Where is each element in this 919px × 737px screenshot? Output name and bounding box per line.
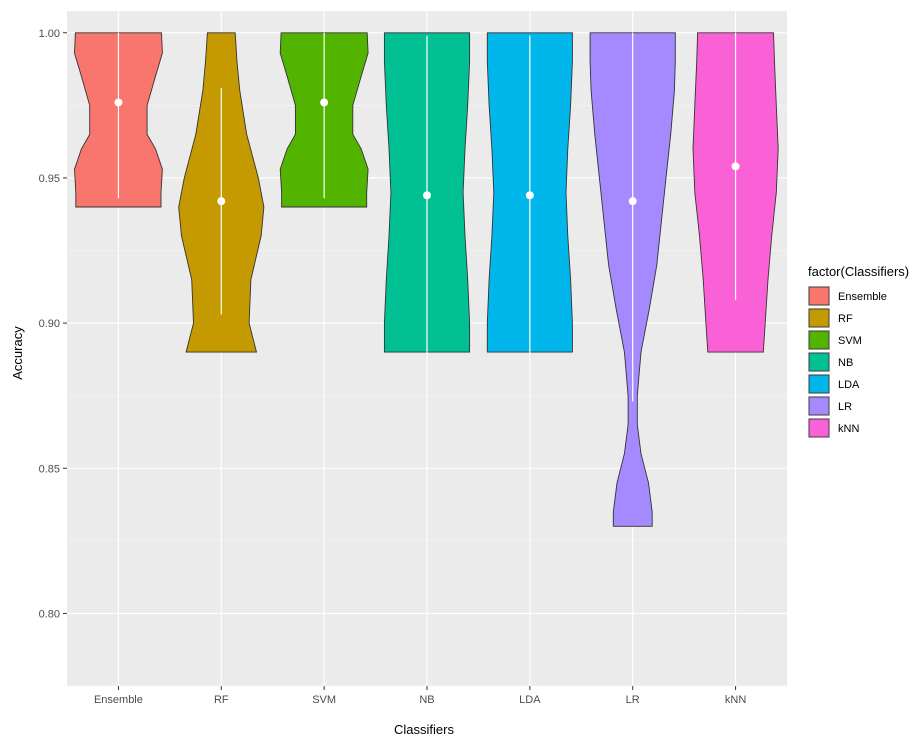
legend-label: SVM: [838, 335, 862, 347]
mean-point-svm: [320, 98, 329, 107]
y-tick-label: 0.80: [39, 608, 60, 620]
x-tick-label: LDA: [519, 694, 541, 706]
legend-swatch-nb: [808, 352, 830, 372]
legend-label: RF: [838, 313, 853, 325]
x-axis-title: Classifiers: [394, 722, 454, 737]
mean-point-ensemble: [114, 98, 123, 107]
x-tick-label: kNN: [725, 694, 746, 706]
mean-point-rf: [217, 197, 226, 206]
mean-point-lda: [525, 191, 534, 200]
y-tick-label: 1.00: [39, 28, 60, 40]
y-axis: 0.80 0.85 0.90 0.95 1.00: [39, 28, 67, 620]
legend: factor(Classifiers) Ensemble RF SVM NB LDA LR…: [808, 264, 909, 438]
x-tick-label: RF: [214, 694, 229, 706]
legend-label: LDA: [838, 379, 860, 391]
y-axis-title: Accuracy: [10, 326, 25, 380]
x-tick-label: NB: [419, 694, 434, 706]
legend-swatch-knn: [808, 418, 830, 438]
legend-swatch-ensemble: [808, 286, 830, 306]
y-tick-label: 0.85: [39, 463, 60, 475]
legend-swatch-lr: [808, 396, 830, 416]
mean-point-lr: [628, 197, 637, 206]
legend-label: kNN: [838, 423, 859, 435]
legend-swatch-rf: [808, 308, 830, 328]
legend-label: LR: [838, 401, 852, 413]
legend-label: NB: [838, 357, 853, 369]
legend-title: factor(Classifiers): [808, 264, 909, 279]
mean-point-knn: [731, 162, 740, 171]
x-axis: Ensemble RF SVM NB LDA LR kNN: [94, 686, 746, 706]
x-tick-label: Ensemble: [94, 694, 143, 706]
y-tick-label: 0.90: [39, 318, 60, 330]
x-tick-label: LR: [626, 694, 640, 706]
mean-point-nb: [423, 191, 431, 200]
y-tick-label: 0.95: [39, 173, 60, 185]
legend-swatch-lda: [808, 374, 830, 394]
legend-swatch-svm: [808, 330, 830, 350]
legend-label: Ensemble: [838, 291, 887, 303]
violins-layer: [74, 32, 779, 527]
x-tick-label: SVM: [312, 694, 336, 706]
